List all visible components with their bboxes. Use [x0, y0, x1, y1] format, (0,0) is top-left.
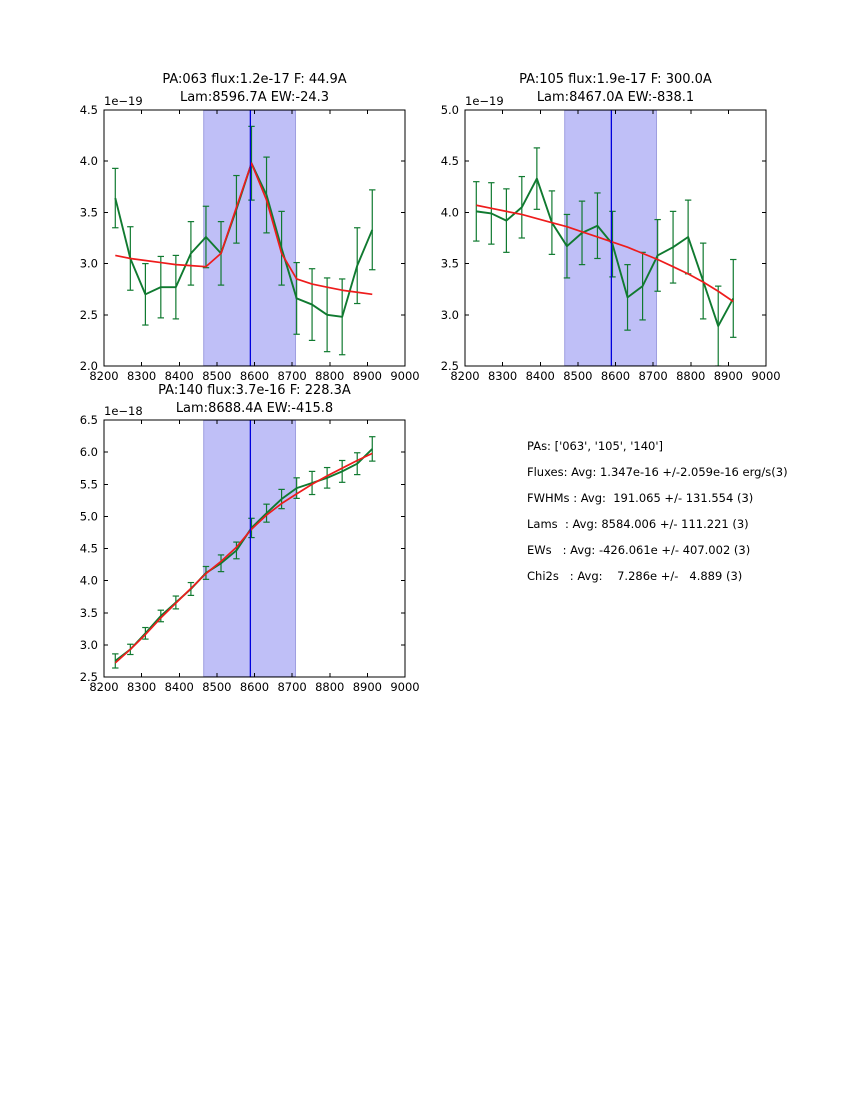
axis-ticks-2 — [103, 419, 406, 678]
xtick-label: 8600 — [240, 680, 269, 694]
axis-labels-1: 8200 8300 8400 8500 8600 8700 8800 8900 9000 2.5 3… — [441, 94, 781, 383]
ytick-label: 2.5 — [80, 670, 98, 684]
xtick-label: 8200 — [89, 369, 118, 383]
xtick-label: 8900 — [353, 369, 382, 383]
fit-line-2 — [114, 452, 373, 664]
plot3-title-line2: Lam:8688.4A EW:-415.8 — [175, 401, 334, 416]
stats-lams: Lams : Avg: 8584.006 +/- 111.221 (3) — [527, 517, 749, 531]
ytick-label: 3.5 — [441, 257, 459, 271]
stats-chi2s: Chi2s : Avg: 7.286e +/- 4.889 (3) — [527, 569, 743, 583]
xtick-label: 8400 — [165, 680, 194, 694]
xtick-label: 8200 — [89, 680, 118, 694]
ytick-label: 3.0 — [80, 257, 98, 271]
xtick-label: 8500 — [202, 680, 231, 694]
plot3-title-line1: PA:140 flux:3.7e-16 F: 228.3A — [158, 383, 351, 398]
axis-labels-0: 8200 8300 8400 8500 8600 8700 8800 8900 9000 2.0 2… — [80, 94, 420, 383]
fit-line-0 — [115, 162, 373, 296]
xtick-label: 8200 — [450, 369, 479, 383]
plot2-title: PA:105 flux:1.9e-17 F: 300.0A Lam:8467.0… — [465, 71, 766, 107]
xtick-label: 8800 — [315, 680, 344, 694]
ytick-label: 4.5 — [80, 103, 98, 117]
band-region-0 — [203, 110, 297, 366]
ytick-label: 4.5 — [80, 542, 98, 556]
ytick-label: 5.0 — [441, 103, 459, 117]
xtick-label: 8300 — [127, 680, 156, 694]
ytick-label: 5.5 — [80, 477, 98, 491]
ytick-label: 6.0 — [80, 445, 98, 459]
errorbar — [369, 436, 376, 462]
xtick-label: 8400 — [165, 369, 194, 383]
axis-ticks-0 — [103, 109, 406, 367]
ytick-label: 3.5 — [80, 606, 98, 620]
errorbar — [369, 189, 376, 271]
plot1-title-line2: Lam:8596.7A EW:-24.3 — [179, 90, 330, 105]
axis-labels-2: 8200 8300 8400 8500 8600 8700 8800 8900 9000 2.5 3… — [80, 404, 420, 694]
stats-ews: EWs : Avg: -426.061e +/- 407.002 (3) — [527, 543, 751, 557]
ytick-label: 3.0 — [441, 308, 459, 322]
stats-pas: PAs: ['063', '105', '140'] — [527, 439, 664, 453]
ytick-label: 4.0 — [80, 574, 98, 588]
stats-fwhms: FWHMs : Avg: 191.065 +/- 131.554 (3) — [527, 491, 754, 505]
ytick-label: 6.5 — [80, 413, 98, 427]
xtick-label: 8500 — [563, 369, 592, 383]
ytick-label: 4.5 — [441, 154, 459, 168]
ytick-label: 2.5 — [80, 308, 98, 322]
ytick-label: 2.5 — [441, 359, 459, 373]
xtick-label: 8600 — [601, 369, 630, 383]
xtick-label: 8800 — [315, 369, 344, 383]
ytick-label: 5.0 — [80, 509, 98, 523]
data-series-1 — [476, 177, 735, 328]
xtick-label: 9000 — [751, 369, 780, 383]
xtick-label: 8700 — [277, 369, 306, 383]
xtick-label: 8700 — [638, 369, 667, 383]
xtick-label: 8900 — [353, 680, 382, 694]
fit-line-1 — [476, 204, 734, 303]
offset-label: 1e−19 — [104, 94, 143, 108]
plot2-title-line1: PA:105 flux:1.9e-17 F: 300.0A — [519, 72, 712, 87]
plot1-title: PA:063 flux:1.2e-17 F: 44.9A Lam:8596.7A… — [104, 71, 405, 107]
xtick-label: 8300 — [127, 369, 156, 383]
ytick-label: 2.0 — [80, 359, 98, 373]
xtick-label: 8400 — [526, 369, 555, 383]
band-region-1 — [564, 110, 658, 366]
ytick-label: 4.0 — [441, 205, 459, 219]
xtick-label: 8900 — [714, 369, 743, 383]
xtick-label: 8500 — [202, 369, 231, 383]
axis-ticks-1 — [464, 109, 767, 367]
xtick-label: 8700 — [277, 680, 306, 694]
xtick-label: 8800 — [676, 369, 705, 383]
band-region-2 — [203, 420, 297, 677]
plot2-title-line2: Lam:8467.0A EW:-838.1 — [536, 90, 695, 105]
xtick-label: 8300 — [488, 369, 517, 383]
stats-fluxes: Fluxes: Avg: 1.347e-16 +/-2.059e-16 erg/… — [527, 465, 788, 479]
stats-panel: PAs: ['063', '105', '140'] Fluxes: Avg: … — [527, 433, 788, 589]
ytick-label: 4.0 — [80, 154, 98, 168]
plot3-title: PA:140 flux:3.7e-16 F: 228.3A Lam:8688.4… — [104, 382, 405, 418]
offset-label: 1e−19 — [465, 94, 504, 108]
plot1-title-line1: PA:063 flux:1.2e-17 F: 44.9A — [162, 72, 347, 87]
xtick-label: 9000 — [390, 369, 419, 383]
offset-label: 1e−18 — [104, 404, 143, 418]
ytick-label: 3.5 — [80, 205, 98, 219]
ytick-label: 3.0 — [80, 638, 98, 652]
xtick-label: 9000 — [390, 680, 419, 694]
xtick-label: 8600 — [240, 369, 269, 383]
